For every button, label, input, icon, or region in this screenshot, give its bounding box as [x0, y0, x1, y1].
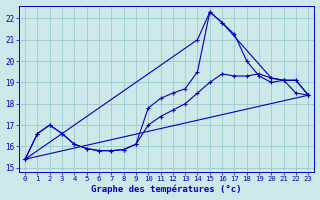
X-axis label: Graphe des températures (°c): Graphe des températures (°c) — [92, 185, 242, 194]
